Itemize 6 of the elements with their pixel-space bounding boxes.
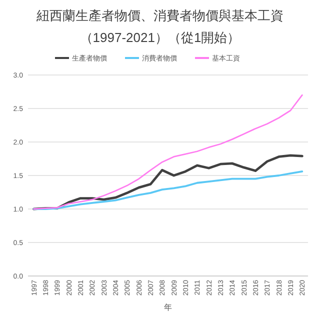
line-series	[32, 154, 304, 210]
chart-title: 紐西蘭生產者物價、消費者物價與基本工資	[36, 8, 284, 23]
chart-subtitle: （1997-2021）（從1開始）	[80, 30, 240, 45]
x-axis-title: 年	[164, 303, 172, 312]
line-series	[32, 170, 304, 210]
line-series	[33, 94, 303, 210]
